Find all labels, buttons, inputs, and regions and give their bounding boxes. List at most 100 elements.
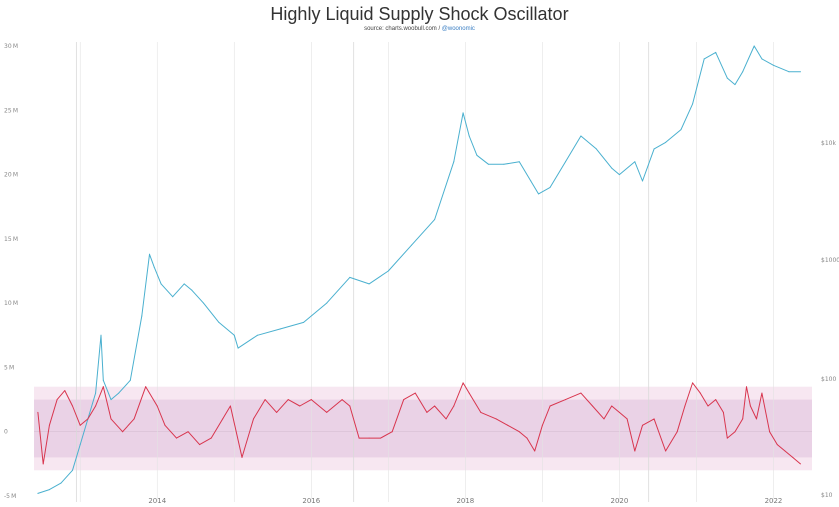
series-1-point-69 <box>722 411 724 413</box>
source-handle-link[interactable]: @woonomic <box>441 26 475 32</box>
series-1-point-75 <box>756 418 758 420</box>
series-0-point-49 <box>653 148 655 150</box>
series-0-point-24 <box>279 328 281 330</box>
series-1-point-42 <box>462 382 464 384</box>
series-0-point-7 <box>100 334 102 336</box>
left-tick-label: 10 M <box>4 300 18 307</box>
x-tick-label: 2016 <box>302 497 320 505</box>
series-0-point-26 <box>326 302 328 304</box>
series-1-point-0 <box>37 411 39 413</box>
series-0-point-55 <box>726 77 728 79</box>
series-0-point-41 <box>549 186 551 188</box>
series-1-point-34 <box>380 437 382 439</box>
series-1-point-50 <box>541 424 543 426</box>
series-0-point-2 <box>60 482 62 484</box>
series-1-point-13 <box>145 386 147 388</box>
series-1-point-32 <box>358 437 360 439</box>
series-1-point-65 <box>692 382 694 384</box>
series-1-point-31 <box>349 405 351 407</box>
series-0-point-11 <box>129 379 131 381</box>
series-1-point-63 <box>676 431 678 433</box>
series-0-point-0 <box>37 492 39 494</box>
series-1-point-72 <box>742 418 744 420</box>
series-1-point-81 <box>799 463 801 465</box>
series-1-point-29 <box>326 411 328 413</box>
series-1-point-56 <box>611 405 613 407</box>
chart-source: source: charts.woobull.com / @woonomic <box>0 26 839 32</box>
series-1-point-3 <box>56 399 58 401</box>
x-axis: 2014 2016 2018 2020 2022 <box>148 497 782 505</box>
series-1-point-38 <box>426 411 428 413</box>
series-0-point-34 <box>468 135 470 137</box>
x-tick-label: 2018 <box>456 497 474 505</box>
right-axis: $10k $1000 $100 $10 <box>821 140 839 499</box>
series-1-point-54 <box>591 405 593 407</box>
series-1-point-45 <box>495 418 497 420</box>
series-1-point-10 <box>110 418 112 420</box>
left-tick-label: 25 M <box>4 107 18 114</box>
series-1-point-76 <box>761 392 763 394</box>
oscillator-bands <box>34 386 812 471</box>
series-0-point-42 <box>565 161 567 163</box>
series-1-point-48 <box>526 437 528 439</box>
series-0-point-27 <box>349 276 351 278</box>
left-tick-label: 30 M <box>4 43 18 50</box>
series-0-point-37 <box>503 163 505 165</box>
series-0-point-8 <box>102 379 104 381</box>
series-0-point-12 <box>141 315 143 317</box>
series-1-point-68 <box>715 399 717 401</box>
left-axis: 30 M 25 M 20 M 15 M 10 M 5 M 0 -5 M <box>4 43 18 500</box>
series-0-point-46 <box>618 174 620 176</box>
series-0-point-4 <box>79 444 81 446</box>
series-1-point-58 <box>626 418 628 420</box>
series-1-point-49 <box>534 450 536 452</box>
series-0-point-36 <box>487 163 489 165</box>
series-1-point-80 <box>792 456 794 458</box>
series-0-point-48 <box>642 180 644 182</box>
series-0-point-1 <box>48 489 50 491</box>
series-1-point-25 <box>276 411 278 413</box>
series-0-point-32 <box>453 161 455 163</box>
left-tick-label: 5 M <box>4 364 14 371</box>
x-tick-label: 2014 <box>148 497 166 505</box>
left-tick-label: 20 M <box>4 172 18 179</box>
series-1-point-66 <box>699 392 701 394</box>
series-1-point-20 <box>222 418 224 420</box>
series-0-point-45 <box>611 167 613 169</box>
series-0-point-60 <box>772 64 774 66</box>
series-0-point-54 <box>715 51 717 53</box>
series-0-point-31 <box>434 219 436 221</box>
right-tick-label: $10k <box>821 140 836 147</box>
series-1-point-4 <box>64 390 66 392</box>
series-0-point-10 <box>118 392 120 394</box>
right-tick-label: $10 <box>821 492 833 499</box>
series-lines <box>37 45 801 494</box>
series-0-point-20 <box>218 321 220 323</box>
series-1-point-59 <box>634 450 636 452</box>
series-0-point-22 <box>237 347 239 349</box>
left-tick-label: 0 <box>4 429 8 436</box>
series-1-point-41 <box>453 405 455 407</box>
series-1-point-62 <box>665 450 667 452</box>
series-0-point-18 <box>191 289 193 291</box>
series-0-point-52 <box>692 103 694 105</box>
series-1-point-79 <box>784 450 786 452</box>
series-1-point-26 <box>287 399 289 401</box>
series-0-point-43 <box>580 135 582 137</box>
series-1-point-64 <box>684 405 686 407</box>
series-line-1 <box>37 382 801 465</box>
series-0-point-23 <box>256 334 258 336</box>
series-1-point-24 <box>264 399 266 401</box>
series-0-point-17 <box>183 283 185 285</box>
series-1-point-77 <box>769 431 771 433</box>
series-1-point-36 <box>403 399 405 401</box>
series-1-point-28 <box>310 399 312 401</box>
series-1-point-22 <box>241 456 243 458</box>
series-1-point-37 <box>414 392 416 394</box>
series-1-point-14 <box>156 405 158 407</box>
series-0-point-25 <box>303 321 305 323</box>
series-1-point-78 <box>776 444 778 446</box>
right-tick-label: $1000 <box>821 257 839 264</box>
series-0-point-40 <box>538 193 540 195</box>
